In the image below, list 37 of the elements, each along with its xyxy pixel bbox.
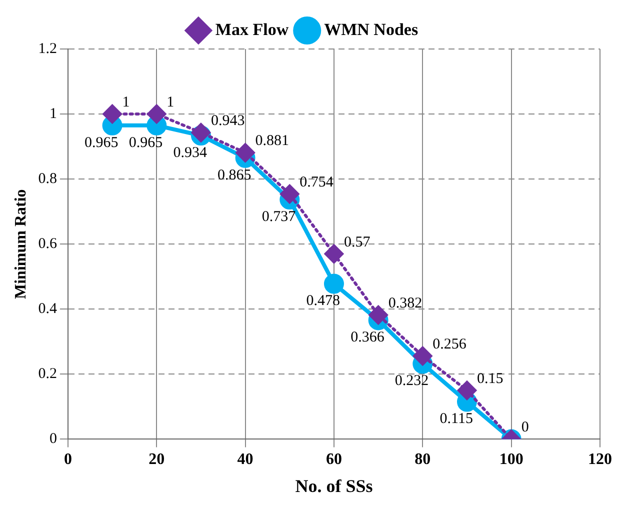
x-tick-label: 80 <box>414 450 431 468</box>
y-axis-title: Minimum Ratio <box>12 189 30 299</box>
data-label: 0.754 <box>300 174 334 190</box>
data-label: 0.382 <box>388 295 422 312</box>
x-tick-label: 40 <box>237 450 254 468</box>
x-tick-label: 60 <box>326 450 342 468</box>
data-label: 0.256 <box>432 336 467 352</box>
y-tick-label: 1 <box>49 106 57 122</box>
y-tick-label: 0.4 <box>38 301 58 318</box>
data-label: 0.366 <box>350 330 385 346</box>
data-label: 0 <box>521 420 529 436</box>
y-tick-label: 0.8 <box>38 171 57 188</box>
x-axis-title: No. of SSs <box>295 476 373 496</box>
x-tick-label: 20 <box>148 450 165 468</box>
data-label: 0.934 <box>173 144 208 161</box>
data-label: 0.943 <box>210 113 245 130</box>
data-label: 1 <box>122 94 130 110</box>
data-label: 0.965 <box>128 134 163 151</box>
data-label: 0.115 <box>440 411 473 428</box>
data-label: 0.15 <box>476 370 504 387</box>
data-label: 0.737 <box>262 208 296 225</box>
data-label: 1 <box>166 94 174 110</box>
legend-label: Max Flow <box>215 20 290 39</box>
y-tick-label: 0.6 <box>38 236 58 252</box>
y-tick-label: 1.2 <box>38 40 57 57</box>
y-tick-label: 0.2 <box>38 366 57 382</box>
data-label: 0.881 <box>255 133 290 150</box>
data-label: 0.965 <box>84 134 118 151</box>
data-label: 0.478 <box>306 293 340 310</box>
legend-label: WMN Nodes <box>324 20 418 39</box>
x-tick-label: 100 <box>499 450 524 468</box>
data-label: 0.865 <box>218 167 252 184</box>
x-tick-label: 0 <box>64 450 72 468</box>
data-label: 0.57 <box>344 234 371 250</box>
y-tick-label: 0 <box>49 431 57 448</box>
data-label: 0.232 <box>394 373 429 390</box>
x-tick-label: 120 <box>588 450 612 468</box>
